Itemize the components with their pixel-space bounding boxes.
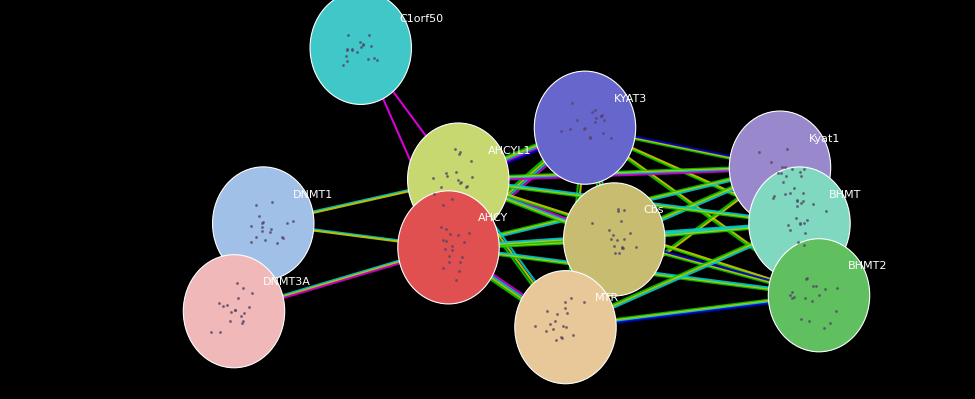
Text: AHCY: AHCY — [478, 213, 508, 223]
Ellipse shape — [768, 239, 870, 352]
Text: Kyat1: Kyat1 — [809, 134, 840, 144]
Text: DNMT3A: DNMT3A — [263, 277, 311, 287]
Text: MTR: MTR — [595, 293, 619, 303]
Text: AHCYL1: AHCYL1 — [488, 146, 531, 156]
Ellipse shape — [408, 123, 509, 236]
Text: DNMT1: DNMT1 — [292, 190, 332, 200]
Ellipse shape — [749, 167, 850, 280]
Ellipse shape — [515, 271, 616, 384]
Ellipse shape — [183, 255, 285, 368]
Ellipse shape — [564, 183, 665, 296]
Ellipse shape — [534, 71, 636, 184]
Ellipse shape — [398, 191, 499, 304]
Ellipse shape — [729, 111, 831, 224]
Text: C1orf50: C1orf50 — [400, 14, 444, 24]
Text: BHMT2: BHMT2 — [848, 261, 888, 271]
Text: Cbs: Cbs — [644, 205, 664, 215]
Ellipse shape — [213, 167, 314, 280]
Text: BHMT: BHMT — [829, 190, 861, 200]
Text: KYAT3: KYAT3 — [614, 94, 647, 104]
Ellipse shape — [310, 0, 411, 105]
